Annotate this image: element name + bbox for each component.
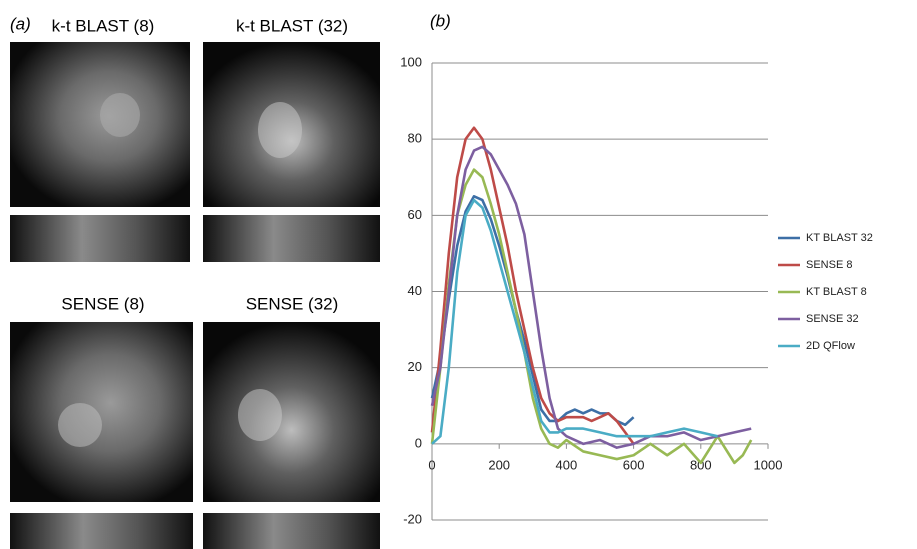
y-tick-label: -20 [403,511,422,526]
x-tick-label: 800 [690,457,712,472]
y-tick-label: 0 [415,435,422,450]
mri-detail [238,389,282,441]
legend-label: 2D QFlow [806,340,855,352]
mri-detail [258,102,302,158]
mri-slice [10,215,190,262]
legend-label: SENSE 8 [806,259,852,271]
legend-label: SENSE 32 [806,313,859,325]
data-line [431,198,718,445]
x-tick-label: 0 [428,457,435,472]
mri-image [10,42,190,207]
panel-a: (a) k-t BLAST (8) k-t BLAST (32) SENSE (… [10,14,380,549]
data-line [430,126,635,445]
x-tick-label: 200 [488,457,510,472]
y-tick-label: 40 [408,283,422,298]
y-tick-label: 80 [408,131,422,146]
mri-image [203,322,380,502]
x-tick-label: 1000 [754,457,783,472]
image-caption: SENSE (8) [61,294,144,313]
data-line [430,168,753,465]
mri-detail [58,403,102,447]
legend-label: KT BLAST 8 [806,286,867,298]
panel-label: (a) [10,14,31,33]
mri-detail [100,93,140,137]
image-caption: k-t BLAST (8) [52,16,155,35]
y-tick-label: 20 [408,359,422,374]
legend-label: KT BLAST 32 [806,232,873,244]
image-caption: SENSE (32) [246,294,339,313]
image-caption: k-t BLAST (32) [236,16,348,35]
mri-image [10,322,193,502]
mri-slice [203,215,380,262]
data-line [430,145,752,449]
y-tick-label: 60 [408,207,422,222]
panel-label: (b) [430,11,451,30]
mri-slice [203,513,380,549]
x-tick-label: 600 [623,457,645,472]
data-line [430,194,635,427]
y-tick-label: 100 [400,54,422,69]
x-tick-label: 400 [556,457,578,472]
mri-slice [10,513,193,549]
